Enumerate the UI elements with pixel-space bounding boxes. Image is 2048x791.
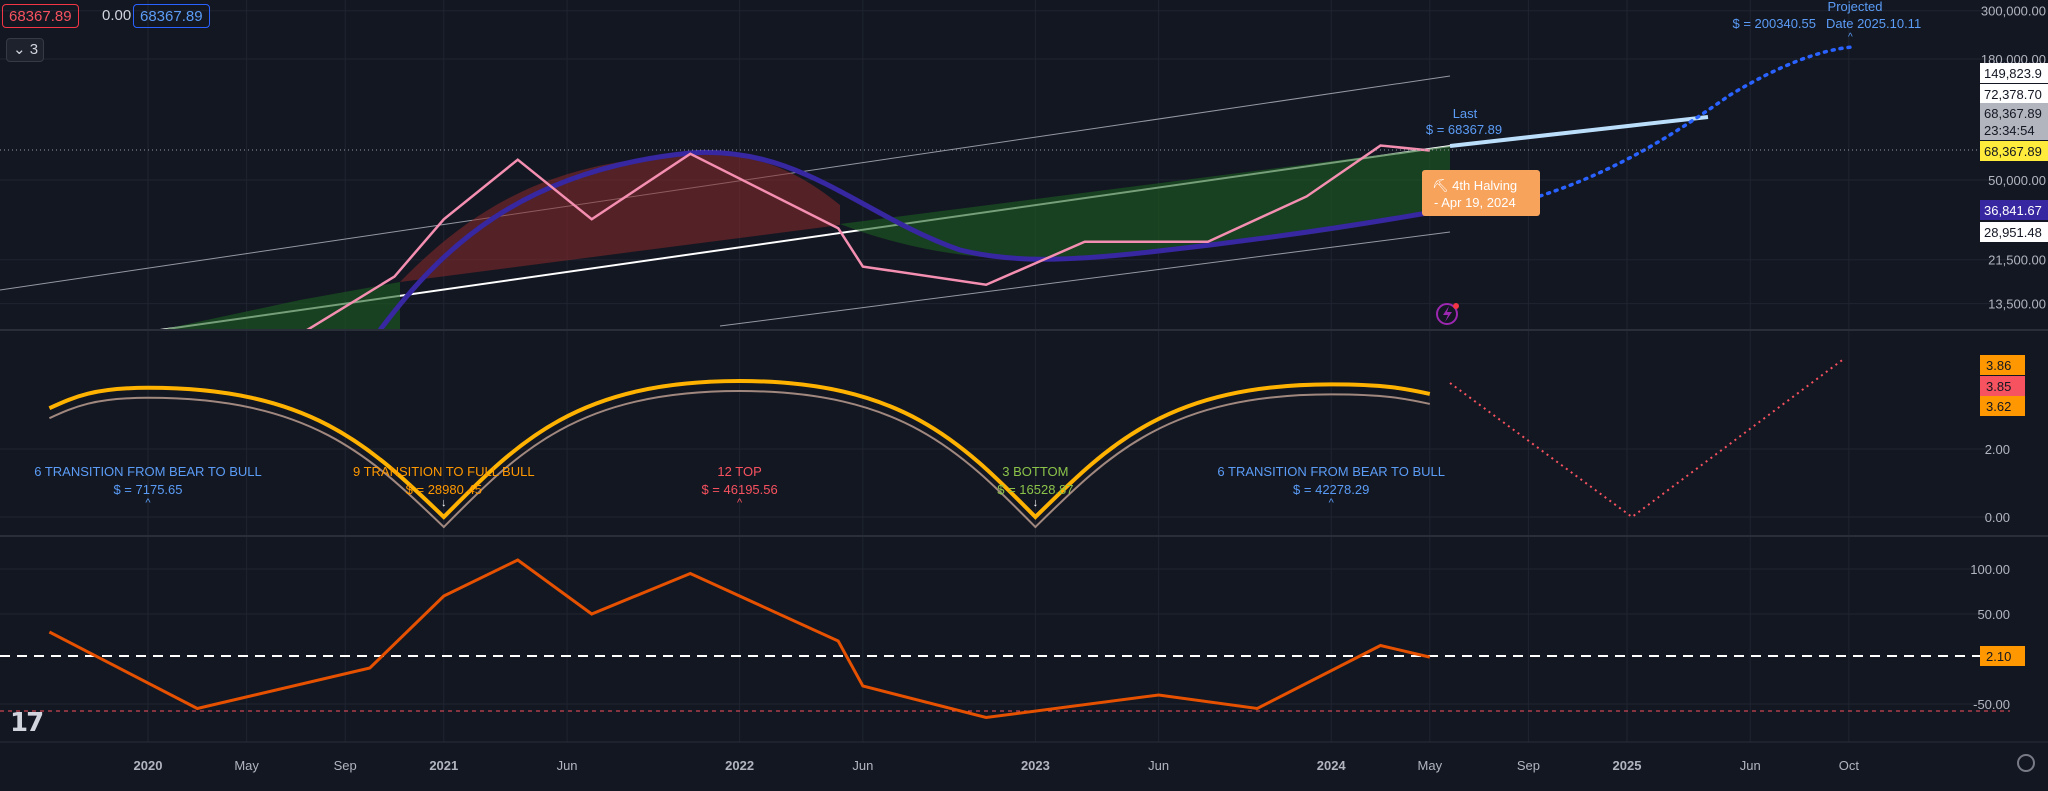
cycle-point-title: 6 TRANSITION FROM BEAR TO BULL (34, 464, 262, 479)
cycle-point-arrow: ^ (737, 497, 743, 509)
momentum-value-label: 2.10 (1986, 649, 2011, 664)
y-tick-label: 0.00 (1985, 510, 2010, 525)
y-tick-label: 21,500.00 (1988, 253, 2046, 268)
x-tick-label: 2020 (134, 758, 163, 773)
osc-value-tag (1980, 355, 2025, 375)
halving-line2: - Apr 19, 2024 (1434, 195, 1516, 210)
x-tick-label: 2024 (1317, 758, 1347, 773)
y-tick-label: 13,500.00 (1988, 297, 2046, 312)
fill-red-region (400, 154, 840, 282)
osc-projection-dots (1449, 357, 1846, 519)
momentum-value-tag (1980, 646, 2025, 666)
x-tick-label: Jun (852, 758, 873, 773)
flash-icon[interactable] (1436, 303, 1459, 325)
cycle-point-title: 9 TRANSITION TO FULL BULL (353, 464, 535, 479)
osc-signal-line (48, 389, 1431, 529)
x-tick-label: 2022 (725, 758, 754, 773)
projected-date: Date 2025.10.11 (1826, 16, 1921, 31)
y-tick-label: -50.00 (1973, 697, 2010, 712)
price-tag (1980, 141, 2048, 161)
legend-value-blue: 68367.89 (133, 4, 210, 28)
price-tag-label: 72,378.70 (1984, 87, 2042, 102)
x-tick-label: Sep (1517, 758, 1540, 773)
x-tick-label: 2023 (1021, 758, 1050, 773)
price-tag-label: 28,951.48 (1984, 225, 2042, 240)
legend-value-red: 68367.89 (2, 4, 79, 28)
x-tick-label: Sep (334, 758, 357, 773)
momentum-line (48, 558, 1431, 720)
y-tick-label: 50,000.00 (1988, 173, 2046, 188)
cycle-point-value: $ = 16528.87 (997, 482, 1073, 497)
x-tick-label: May (1418, 758, 1443, 773)
collapsed-count: 3 (29, 41, 39, 58)
gear-icon[interactable] (2017, 754, 2035, 772)
x-tick-label: Oct (1839, 758, 1860, 773)
x-tick-label: May (234, 758, 259, 773)
x-tick-label: Jun (1148, 758, 1169, 773)
x-tick-label: 2025 (1613, 758, 1642, 773)
cycle-point-title: 3 BOTTOM (1002, 464, 1068, 479)
x-tick-label: Jun (1740, 758, 1761, 773)
osc-main-line (48, 378, 1431, 520)
projection-dots (1538, 45, 1854, 198)
x-tick-label: 2021 (429, 758, 458, 773)
legend-collapse-button[interactable]: ⌄ 3 (6, 38, 44, 62)
halving-line1: ⛏ 4th Halving (1432, 178, 1517, 193)
projected-marker: ^ (1848, 32, 1853, 43)
chevron-down-icon: ⌄ (13, 41, 26, 58)
cycle-point-arrow: ↓ (441, 497, 447, 509)
cycle-point-arrow: ↓ (1033, 497, 1039, 509)
price-axis[interactable]: 300,000.00180,000.0050,000.0021,500.0013… (1970, 4, 2048, 712)
price-tag-label: 68,367.89 (1984, 106, 2042, 121)
cycle-point-title: 12 TOP (717, 464, 761, 479)
cycle-curve (378, 149, 1451, 330)
legend-value-zero: 0.00 (102, 7, 132, 24)
price-tag-label: 149,823.9 (1984, 66, 2042, 81)
price-tag (1980, 120, 2048, 140)
osc-value-tag (1980, 396, 2025, 416)
projected-label: Projected (1828, 0, 1883, 14)
osc-value-tag (1980, 376, 2025, 396)
cycle-point-value: $ = 42278.29 (1293, 482, 1369, 497)
price-tag (1980, 222, 2048, 242)
cycle-point-title: 6 TRANSITION FROM BEAR TO BULL (1217, 464, 1445, 479)
time-axis[interactable]: 2020 May Sep 2021 Jun 2022 Jun 2023 Jun 2024 May Se… (134, 758, 1860, 773)
y-tick-label: 2.00 (1985, 442, 2010, 457)
cycle-point-arrow: ^ (1329, 497, 1335, 509)
price-tag (1980, 103, 2048, 123)
cycle-point-arrow: ^ (145, 497, 151, 509)
projected-value: $ = 200340.55 (1733, 16, 1817, 31)
trend-extension-line (1449, 115, 1709, 148)
fill-green-left (160, 282, 400, 330)
price-tag-label: 36,841.67 (1984, 203, 2042, 218)
last-label: Last (1453, 106, 1478, 121)
osc-value-label: 3.62 (1986, 399, 2011, 414)
cycle-point-value: $ = 7175.65 (113, 482, 182, 497)
cycle-point-value: $ = 28980.45 (406, 482, 482, 497)
price-line (304, 144, 1430, 330)
osc-value-label: 3.85 (1986, 379, 2011, 394)
tradingview-logo[interactable]: 17 (10, 708, 44, 738)
price-tag (1980, 200, 2048, 220)
price-tag (1980, 63, 2048, 83)
cycle-point-value: $ = 46195.56 (701, 482, 777, 497)
price-tag-label: 23:34:54 (1984, 123, 2035, 138)
osc-value-label: 3.86 (1986, 358, 2011, 373)
x-tick-label: Jun (557, 758, 578, 773)
fill-green-right (840, 146, 1450, 260)
y-tick-label: 50.00 (1977, 607, 2010, 622)
y-tick-label: 300,000.00 (1981, 4, 2046, 19)
halving-callout[interactable]: ⛏ 4th Halving - Apr 19, 2024 (1422, 170, 1540, 216)
last-value: $ = 68367.89 (1426, 122, 1502, 137)
price-tag (1980, 84, 2048, 104)
y-tick-label: 100.00 (1970, 562, 2010, 577)
price-tag-label: 68,367.89 (1984, 144, 2042, 159)
channel-lower-line (719, 231, 1451, 327)
